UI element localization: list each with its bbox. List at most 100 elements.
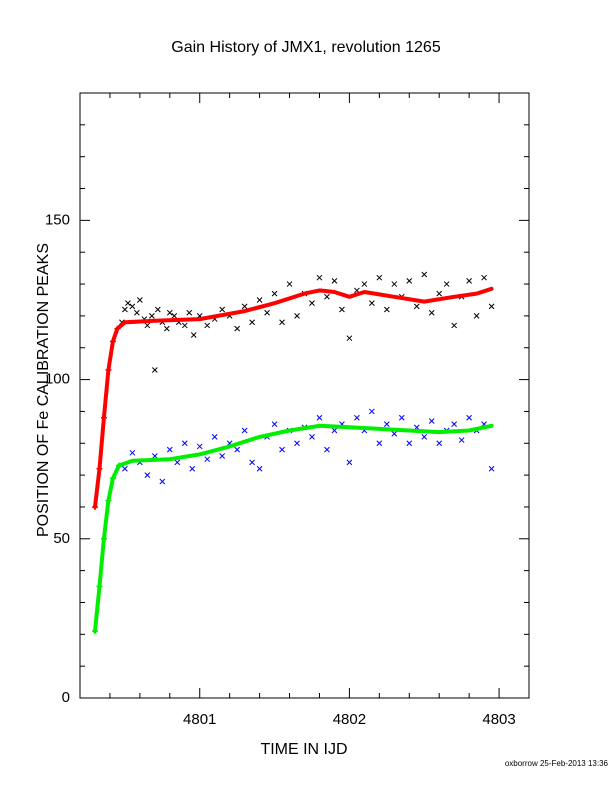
scatter-point <box>151 367 158 373</box>
scatter-point <box>174 459 181 466</box>
scatter-point <box>249 459 255 466</box>
scatter-point <box>196 443 203 450</box>
scatter-point <box>256 465 263 472</box>
scatter-point <box>166 446 173 453</box>
series-point <box>114 325 121 332</box>
footer-stamp: oxborrow 25-Feb-2013 13:36 <box>505 759 609 768</box>
y-tick-label: 150 <box>45 211 70 228</box>
series-point <box>109 338 116 345</box>
scatter-point <box>331 427 338 434</box>
axis-ticks <box>79 92 530 699</box>
scatter-point <box>376 440 383 447</box>
scatter-point <box>166 309 173 316</box>
y-tick-label: 50 <box>53 530 70 547</box>
scatter-point <box>264 309 270 316</box>
scatter-point <box>134 309 140 316</box>
scatter-point <box>219 306 226 313</box>
series-point <box>100 414 107 421</box>
scatter-point <box>391 430 398 437</box>
series-point <box>96 583 103 590</box>
scatter-point <box>122 306 128 313</box>
scatter-point <box>451 421 458 428</box>
scatter-point <box>473 313 480 319</box>
scatter-point <box>324 446 330 453</box>
scatter-point <box>316 274 323 281</box>
tick-labels: 0 50 100 150 4801 4802 4803 <box>45 211 516 728</box>
series-curve <box>93 286 494 509</box>
chart-title: Gain History of JMX1, revolution 1265 <box>171 39 441 56</box>
data-marks <box>91 271 495 635</box>
scatter-point <box>346 459 353 466</box>
scatter-point <box>181 322 188 329</box>
series-point <box>91 628 98 635</box>
scatter-point <box>171 313 178 319</box>
scatter-point <box>144 472 151 478</box>
scatter-point <box>354 414 360 421</box>
x-tick-label: 4801 <box>183 711 216 728</box>
scatter-point <box>428 309 435 316</box>
scatter-point <box>181 440 188 447</box>
scatter-point <box>309 434 315 440</box>
scatter-point <box>294 313 300 319</box>
plot-frame <box>79 92 530 699</box>
scatter-point <box>481 274 487 281</box>
x-tick-label: 4802 <box>333 711 366 728</box>
scatter-point <box>129 449 136 456</box>
scatter-point <box>219 453 226 459</box>
series-point <box>109 475 116 482</box>
scatter-point <box>436 440 443 447</box>
scatter-point <box>376 274 383 281</box>
scatter-point <box>241 427 248 434</box>
scatter-point <box>316 414 323 421</box>
scatter-point <box>466 414 472 421</box>
scatter-point <box>125 300 131 307</box>
y-tick-label: 100 <box>45 371 70 388</box>
scatter-point <box>249 319 255 326</box>
scatter-point <box>190 332 197 338</box>
scatter-point <box>458 437 465 443</box>
scatter-point <box>211 434 218 440</box>
scatter-point <box>383 306 390 313</box>
scatter-point <box>154 306 161 313</box>
scatter-point <box>421 271 428 278</box>
scatter-point <box>324 293 330 300</box>
scatter-point <box>361 281 368 287</box>
scatter-point <box>294 440 300 447</box>
scatter-point <box>436 290 443 297</box>
series-point <box>105 367 112 374</box>
x-axis-label: TIME IN IJD <box>260 741 347 758</box>
scatter-point <box>204 322 211 329</box>
scatter-point <box>271 290 278 297</box>
scatter-point <box>186 309 193 316</box>
scatter-point <box>234 446 241 453</box>
scatter-point <box>144 322 151 329</box>
scatter-point <box>406 278 413 284</box>
scatter-point <box>383 421 390 428</box>
scatter-point <box>346 335 353 342</box>
scatter-point <box>428 418 435 424</box>
scatter-point <box>406 440 413 447</box>
scatter-point <box>488 465 495 472</box>
scatter-point <box>309 300 315 307</box>
scatter-point <box>148 313 155 319</box>
scatter-point <box>256 297 263 303</box>
scatter-point <box>279 319 285 326</box>
series-point <box>105 497 112 504</box>
scatter-point <box>286 281 293 287</box>
series-point <box>91 503 98 510</box>
scatter-point <box>163 325 170 332</box>
scatter-point <box>421 434 428 440</box>
scatter-point <box>271 421 278 428</box>
scatter-point <box>159 478 166 485</box>
scatter-point <box>451 322 458 329</box>
scatter-point <box>204 456 211 463</box>
series-point <box>96 465 103 472</box>
series-point <box>100 535 107 542</box>
scatter-point <box>331 278 338 284</box>
scatter-point <box>151 453 158 459</box>
y-axis-label: POSITION OF Fe CALIBRATION PEAKS <box>35 243 52 537</box>
series-point <box>115 462 122 469</box>
y-tick-label: 0 <box>62 689 70 706</box>
